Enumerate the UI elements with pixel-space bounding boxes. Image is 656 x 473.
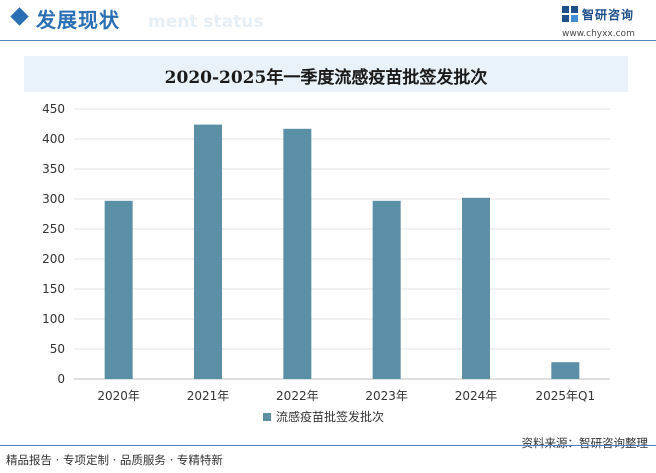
y-tick-label: 50 [50, 342, 65, 356]
bar [194, 124, 222, 379]
header-divider [0, 40, 656, 41]
bar [372, 200, 401, 379]
footer-divider [0, 445, 656, 446]
legend-swatch [263, 413, 271, 421]
bar [462, 197, 490, 379]
bar [283, 128, 312, 379]
logo-url: www.chyxx.com [562, 29, 635, 39]
y-tick-label: 100 [42, 312, 65, 326]
y-tick-label: 450 [42, 102, 65, 116]
chart-title-band: 2020-2025年一季度流感疫苗批签发批次 [24, 56, 628, 92]
legend-label: 流感疫苗批签发批次 [276, 409, 384, 424]
y-tick-label: 250 [42, 222, 65, 236]
x-tick-label: 2021年 [187, 389, 230, 403]
section-title: 发展现状 [36, 8, 120, 32]
footer-slogan: 精品报告 · 专项定制 · 品质服务 · 专精特新 [6, 453, 223, 467]
y-tick-label: 300 [42, 192, 65, 206]
header-ghost-text: ment status [148, 12, 264, 32]
x-tick-label: 2025年Q1 [536, 389, 596, 403]
x-tick-label: 2024年 [455, 389, 498, 403]
source-note: 资料来源：智研咨询整理 [521, 436, 649, 450]
x-tick-label: 2022年 [276, 389, 319, 403]
y-tick-label: 0 [57, 372, 65, 386]
bar-chart: 0 50 100 150 200 250 300 350 400 450 2020年 2021年 202… [42, 102, 610, 424]
x-tick-label: 2023年 [365, 389, 408, 403]
y-tick-label: 200 [42, 252, 65, 266]
y-tick-label: 150 [42, 282, 65, 296]
brand-logo: 智研咨询 www.chyxx.com [562, 6, 652, 39]
y-tick-label: 350 [42, 162, 65, 176]
y-tick-label: 400 [42, 132, 65, 146]
chart-title: 2020-2025年一季度流感疫苗批签发批次 [164, 68, 488, 88]
bar [104, 200, 133, 379]
bar [551, 362, 580, 379]
section-header: ment status 发展现状 [0, 0, 656, 44]
x-tick-label: 2020年 [97, 389, 140, 403]
logo-name: 智研咨询 [582, 8, 635, 22]
logo-icon [562, 6, 578, 22]
